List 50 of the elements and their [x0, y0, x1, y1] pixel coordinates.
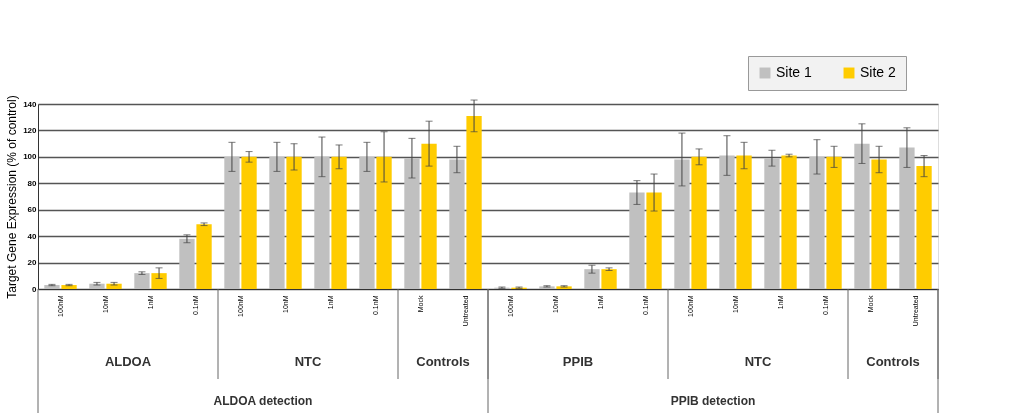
bar: [826, 156, 842, 289]
y-tick-label: 20: [27, 258, 38, 268]
bar: [241, 156, 257, 289]
bar: [899, 147, 915, 289]
y-tick-label: 0: [32, 284, 38, 294]
bar: [466, 115, 482, 289]
text: NTC: [294, 354, 322, 369]
bar: [781, 155, 797, 289]
text: PPIB detection: [670, 394, 756, 408]
bar: [196, 224, 212, 289]
bar: [421, 143, 437, 289]
y-tick-label: 40: [27, 231, 38, 241]
bar: [691, 156, 707, 289]
bar: [151, 273, 167, 289]
bar: [314, 156, 330, 289]
text: Controls: [416, 354, 470, 369]
bar: [764, 158, 780, 289]
bar: [331, 156, 347, 289]
text: NTC: [744, 354, 772, 369]
bar: [286, 156, 302, 289]
bar: [449, 159, 465, 289]
text: Controls: [866, 354, 920, 369]
bar: [601, 269, 617, 289]
bar: [736, 155, 752, 289]
bar: [916, 166, 932, 289]
text: ALDOA: [104, 354, 152, 369]
bar: [646, 192, 662, 289]
y-tick-label: 100: [23, 152, 38, 162]
text: PPIB: [562, 354, 594, 369]
bar: [871, 159, 887, 289]
bar: [854, 143, 870, 289]
bar: [584, 269, 600, 289]
bar: [404, 158, 420, 289]
y-tick-label: 80: [27, 178, 38, 188]
bar: [719, 155, 735, 289]
bar: [809, 156, 825, 289]
y-tick-label: 60: [27, 205, 38, 215]
bar: [269, 156, 285, 289]
y-tick-label: 140: [23, 99, 38, 109]
y-axis-title: Target Gene Expression (% of control): [5, 95, 20, 299]
bar: [629, 192, 645, 289]
legend-label: Site 2: [860, 64, 897, 80]
bar: [134, 273, 150, 289]
legend-label: Site 1: [776, 64, 813, 80]
bar: [674, 159, 690, 289]
bar: [376, 156, 392, 289]
text: ALDOA detection: [213, 394, 313, 408]
bar: [224, 156, 240, 289]
y-tick-label: 120: [23, 125, 38, 135]
bar: [359, 156, 375, 289]
